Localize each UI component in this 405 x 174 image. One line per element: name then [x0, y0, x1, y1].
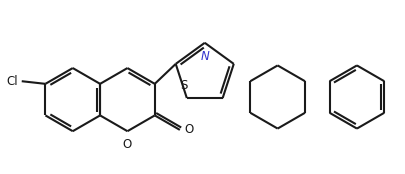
- Text: S: S: [180, 79, 188, 92]
- Text: O: O: [122, 138, 132, 151]
- Text: O: O: [183, 123, 193, 136]
- Text: Cl: Cl: [6, 75, 17, 88]
- Text: N: N: [200, 50, 209, 63]
